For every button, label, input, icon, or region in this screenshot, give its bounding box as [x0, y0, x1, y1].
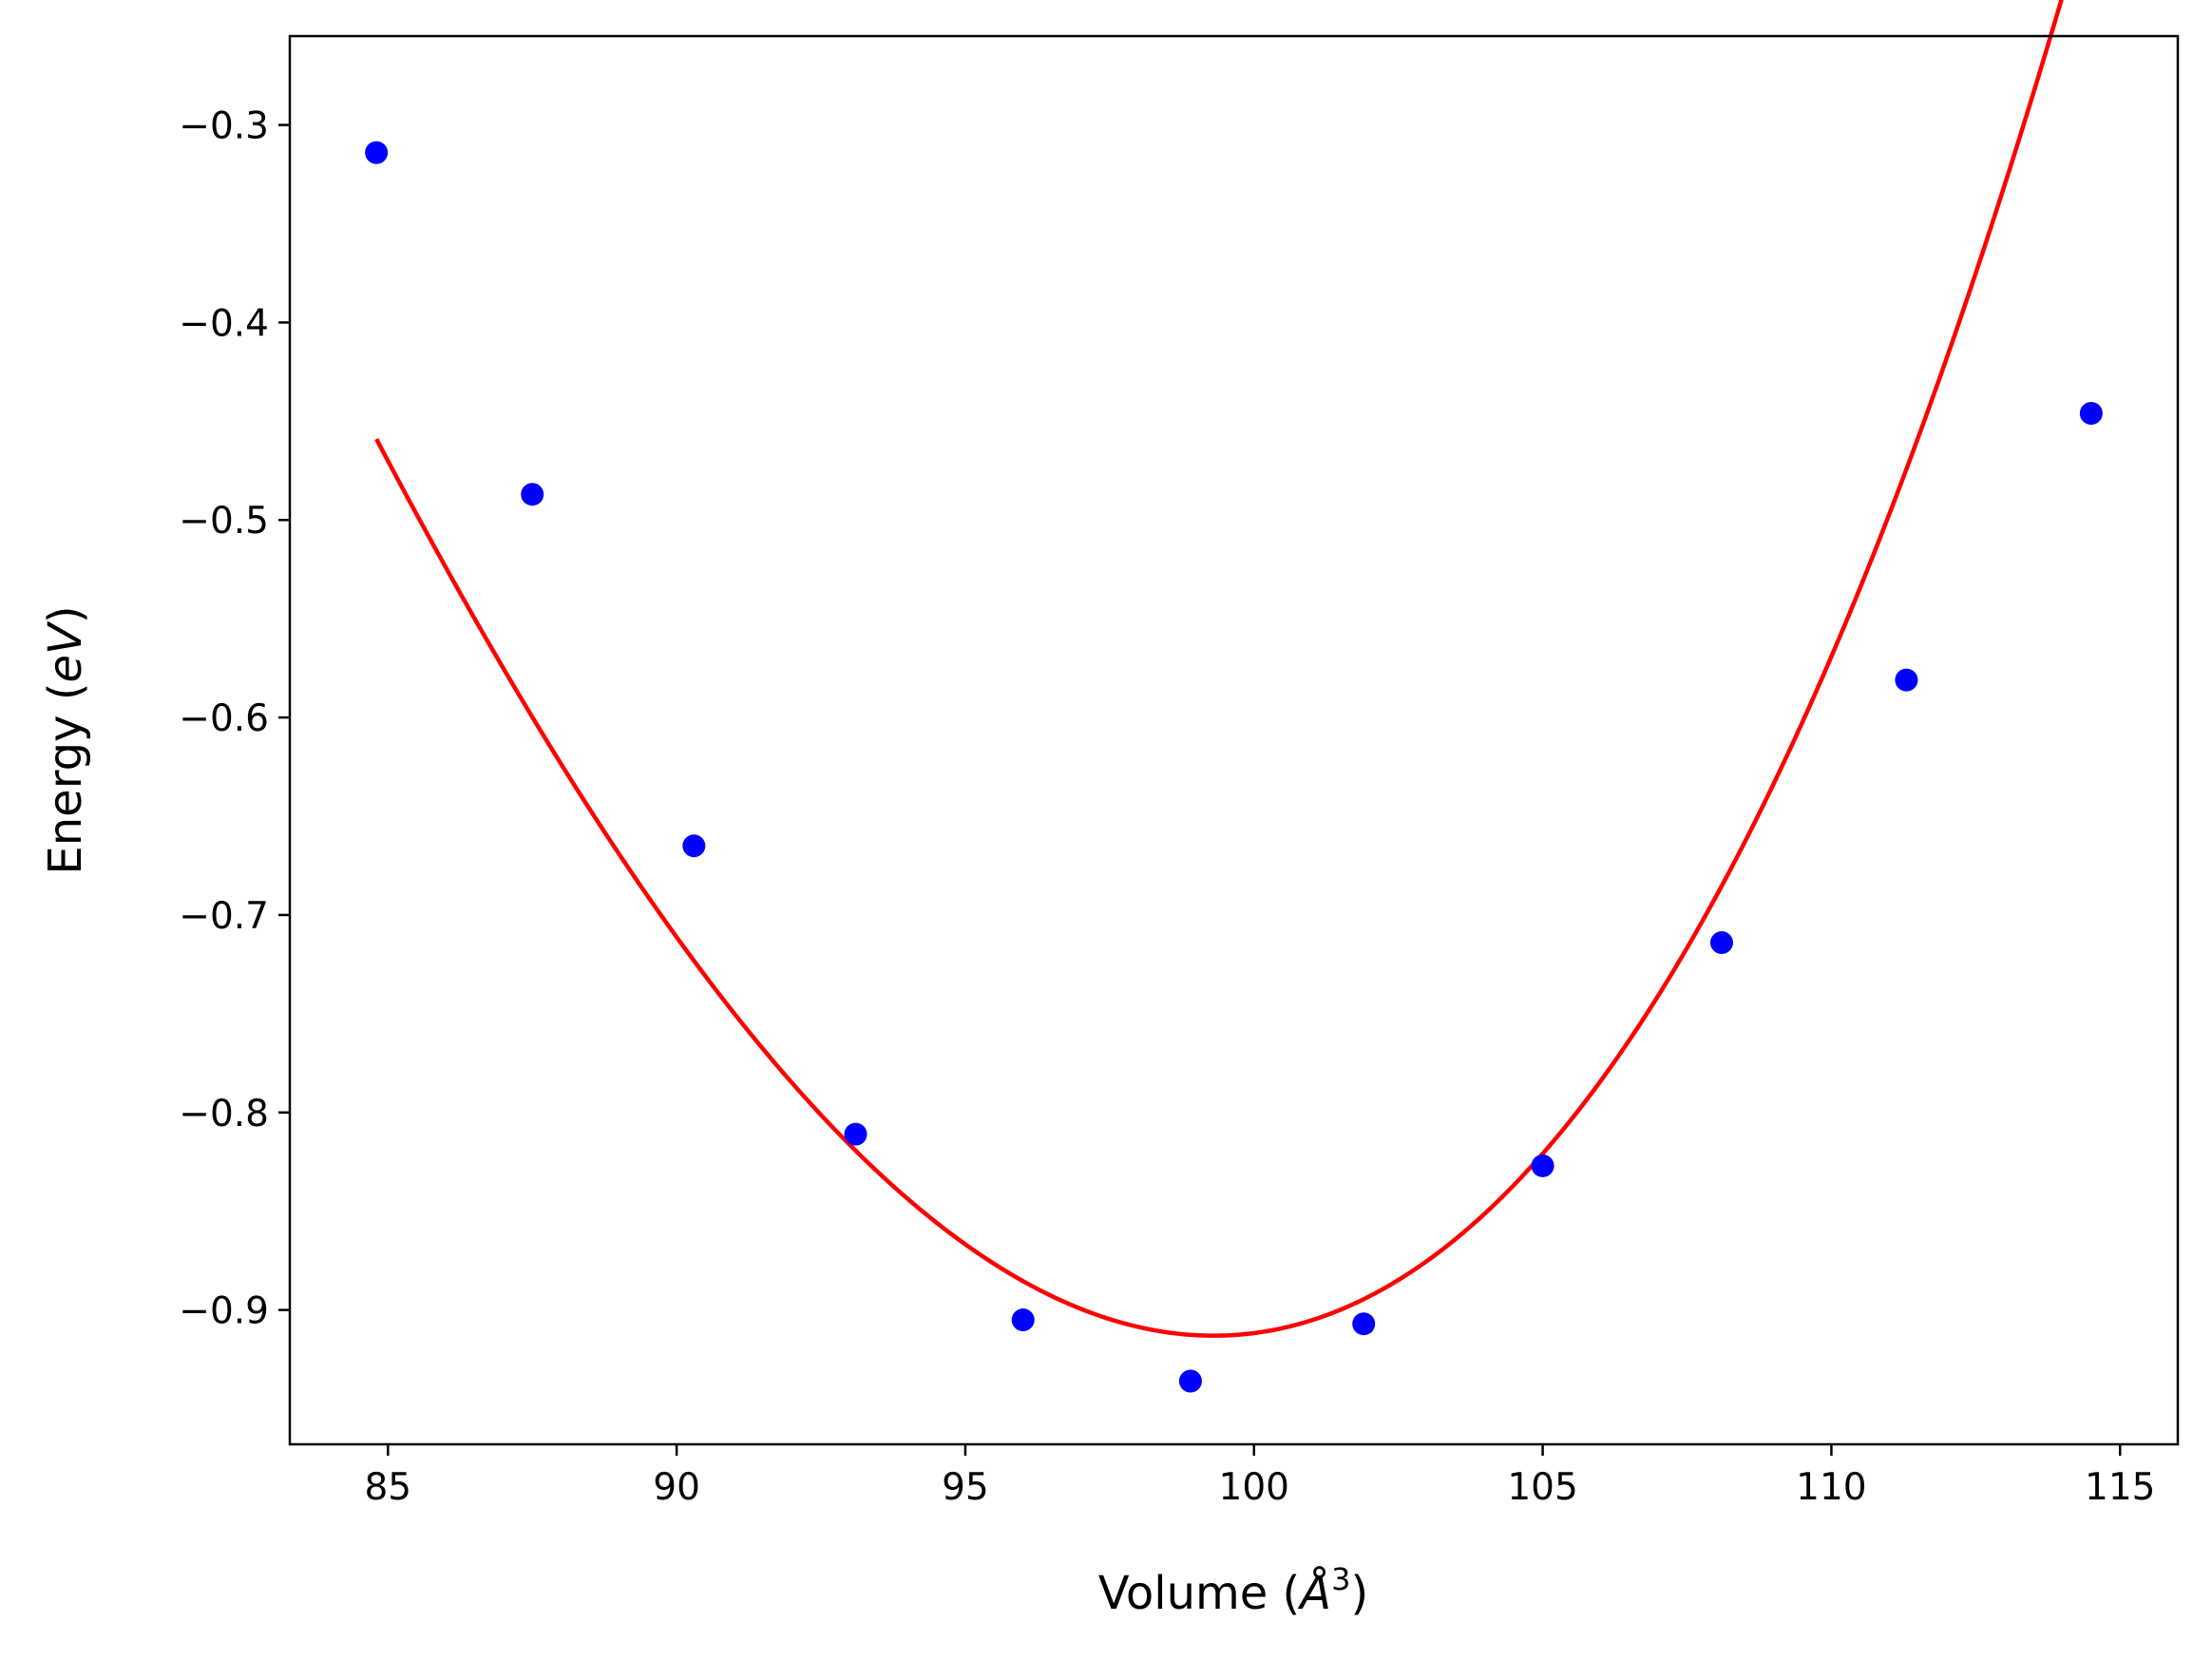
axes-frame: [288, 34, 2180, 1446]
x-tick-label: 110: [1796, 1466, 1866, 1509]
x-axis-label: Volume (Å3): [1098, 1561, 1368, 1620]
y-tick-label: −0.6: [179, 697, 269, 740]
y-tick-label: −0.4: [179, 302, 269, 345]
data-point: [1709, 931, 1733, 955]
data-point: [1895, 668, 1918, 692]
y-axis-label-close: ): [39, 605, 92, 623]
x-tick-label: 105: [1507, 1466, 1577, 1509]
x-axis-label-close: ): [1350, 1567, 1368, 1620]
x-tick-label: 100: [1219, 1466, 1289, 1509]
y-tick-label: −0.7: [179, 895, 269, 938]
data-point: [521, 483, 544, 506]
y-axis-label-unit: eV: [39, 620, 92, 683]
y-axis: −0.3 −0.4 −0.5 −0.6 −0.7 −0.8 −0.9: [179, 105, 290, 1333]
x-axis-label-exponent: 3: [1331, 1561, 1350, 1597]
y-tick-label: −0.8: [179, 1093, 269, 1135]
data-point: [1352, 1312, 1376, 1336]
data-point: [1011, 1308, 1035, 1332]
data-point: [1178, 1369, 1202, 1393]
y-tick-label: −0.5: [179, 500, 269, 543]
fit-curve: [374, 0, 2064, 1338]
y-tick-label: −0.3: [179, 105, 269, 148]
x-axis-label-text: Volume (: [1098, 1567, 1301, 1620]
data-point: [365, 141, 389, 164]
x-tick-label: 95: [942, 1466, 989, 1509]
y-axis-label: Energy (eV): [39, 605, 92, 874]
y-tick-label: −0.9: [179, 1290, 269, 1333]
x-tick-label: 90: [653, 1466, 700, 1509]
x-axis: 85 90 95 100 105 110 115: [364, 1444, 2155, 1509]
data-point: [2079, 402, 2103, 426]
data-point: [1531, 1154, 1554, 1177]
data-point: [844, 1122, 868, 1146]
data-point: [682, 834, 706, 858]
x-tick-label: 85: [364, 1466, 411, 1509]
y-axis-label-text: Energy (: [39, 683, 92, 875]
x-axis-label-unit: Å: [1297, 1566, 1331, 1620]
plot-area: [365, 0, 2103, 1393]
x-tick-label: 115: [2085, 1466, 2155, 1509]
